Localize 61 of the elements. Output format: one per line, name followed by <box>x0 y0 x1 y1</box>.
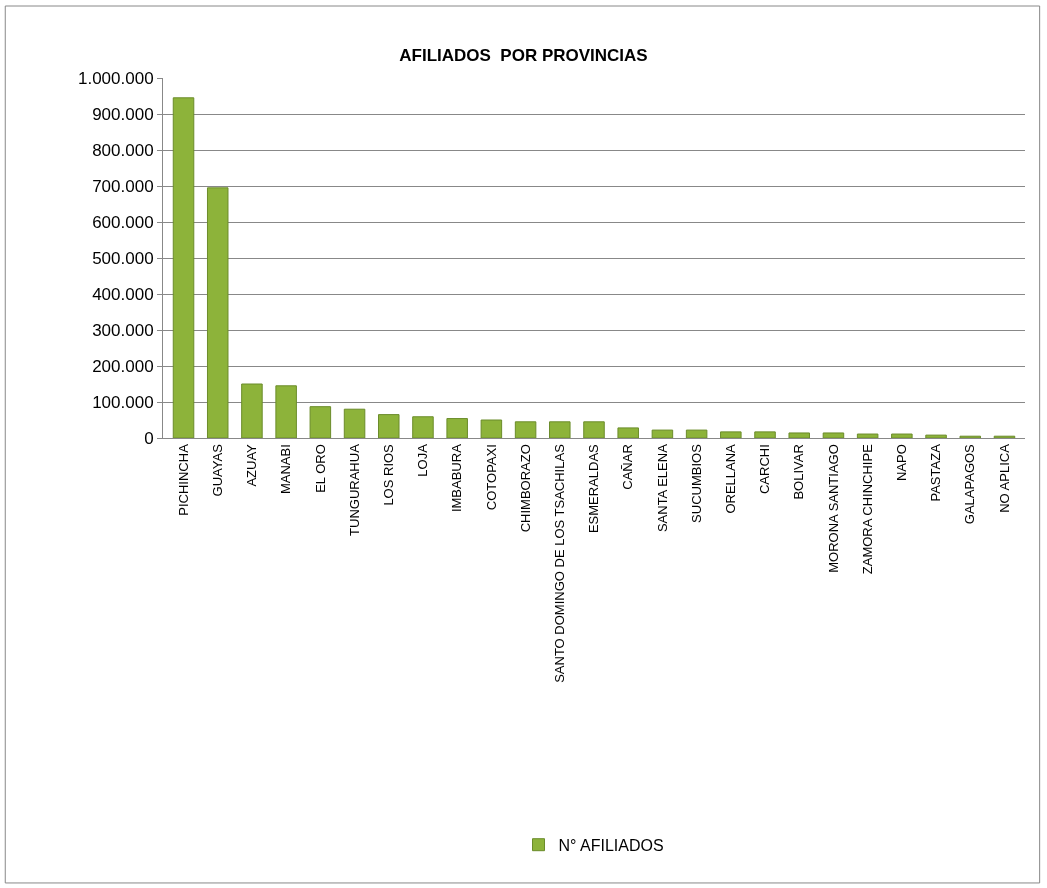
bar <box>822 432 845 438</box>
y-tick-label: 900.000 <box>92 104 154 124</box>
x-tick-label: LOJA <box>415 443 431 477</box>
y-tick-label: 200.000 <box>92 356 154 376</box>
x-tick-label: BOLIVAR <box>791 444 807 500</box>
y-tick-label: 1.000.000 <box>77 68 154 88</box>
y-tick-label: 800.000 <box>92 140 154 160</box>
x-tick-label: AZUAY <box>244 443 260 487</box>
y-tick-label: 0 <box>144 428 154 448</box>
x-tick-label: CARCHI <box>757 444 773 495</box>
x-tick-label: PASTAZA <box>928 443 944 502</box>
bar <box>446 418 468 438</box>
bar <box>412 416 434 438</box>
bar <box>206 187 229 438</box>
x-tick-label: ESMERALDAS <box>586 443 602 534</box>
legend-label: N° AFILIADOS <box>558 836 664 854</box>
x-tick-label: COTOPAXI <box>483 444 499 511</box>
bar <box>925 434 947 438</box>
bar <box>685 429 708 438</box>
bar <box>856 433 879 438</box>
x-tick-label: GALAPAGOS <box>962 443 978 525</box>
x-tick-label: SANTO DOMINGO DE LOS TSACHILAS <box>552 443 568 683</box>
bar <box>480 419 503 438</box>
y-tick-label: 100.000 <box>92 392 154 412</box>
chart-title: AFILIADOS POR PROVINCIAS <box>399 45 648 65</box>
x-tick-label: NO APLICA <box>996 443 1012 513</box>
bar <box>754 431 776 438</box>
bar <box>378 414 400 438</box>
bar <box>891 433 913 438</box>
y-tick-label: 700.000 <box>92 176 154 196</box>
x-tick-label: EL ORO <box>312 444 328 493</box>
bar <box>549 421 571 438</box>
bar <box>651 429 674 438</box>
y-tick-label: 500.000 <box>92 248 154 268</box>
bar <box>343 408 366 438</box>
x-tick-label: CAÑAR <box>620 444 636 490</box>
x-tick-label: ZAMORA CHINCHIPE <box>859 443 875 575</box>
x-tick-label: GUAYAS <box>209 443 225 497</box>
bar <box>241 383 263 438</box>
x-tick-label: MANABI <box>278 444 294 495</box>
bar <box>788 432 810 438</box>
bar <box>617 427 639 438</box>
bar <box>514 421 537 438</box>
x-tick-label: LOS RIOS <box>380 443 396 506</box>
x-tick-label: IMBABURA <box>449 443 465 513</box>
x-tick-label: PICHINCHA <box>175 443 191 516</box>
bar <box>583 421 605 438</box>
x-tick-label: SUCUMBIOS <box>688 443 704 523</box>
bar <box>275 385 297 438</box>
x-tick-label: ORELLANA <box>723 443 739 514</box>
y-tick-label: 400.000 <box>92 284 154 304</box>
x-tick-label: SANTA ELENA <box>654 443 670 533</box>
bar <box>720 431 742 438</box>
y-tick-label: 600.000 <box>92 212 154 232</box>
x-tick-label: TUNGURAHUA <box>346 443 362 536</box>
y-tick-label: 300.000 <box>92 320 154 340</box>
bar <box>309 406 332 438</box>
x-tick-label: MORONA SANTIAGO <box>825 444 841 573</box>
x-tick-label: CHIMBORAZO <box>517 444 533 533</box>
x-tick-label: NAPO <box>894 444 910 482</box>
bar <box>172 97 195 438</box>
